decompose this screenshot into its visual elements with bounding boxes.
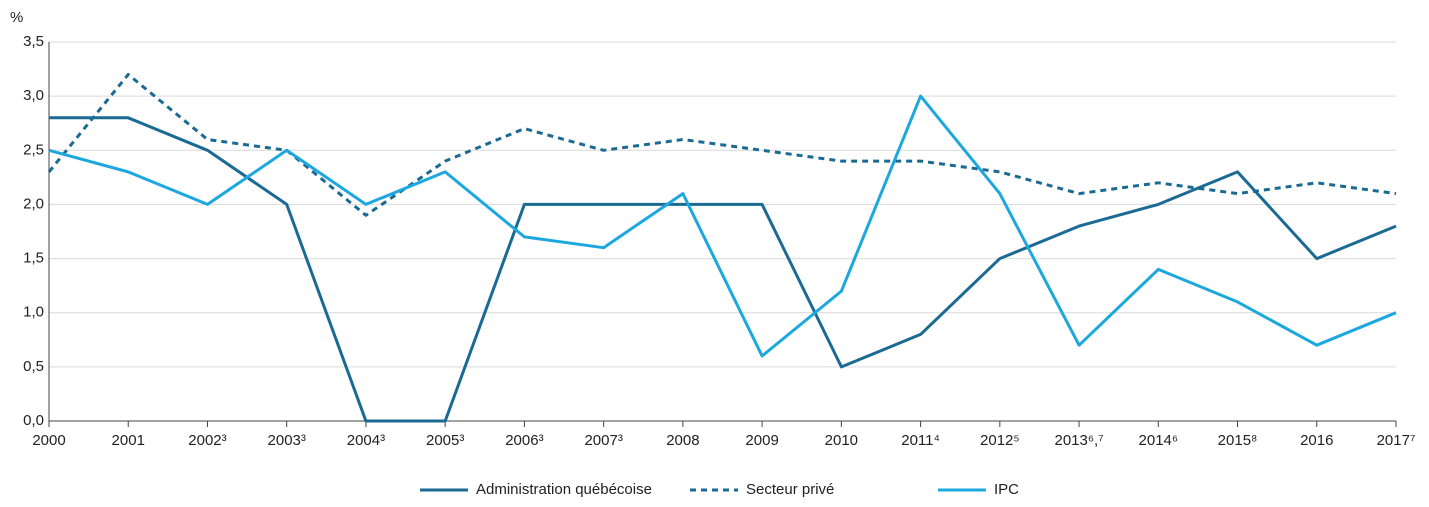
legend-label: Secteur privé [746,481,834,498]
x-tick-label: 2010 [825,432,858,449]
legend-label: IPC [994,481,1019,498]
x-tick-label: 2007³ [584,432,622,449]
line-series [49,116,1397,423]
x-tick-label: 2002³ [188,432,226,449]
y-tick-label: 1,0 [23,304,44,321]
x-tick-label: 2011⁴ [901,432,940,449]
y-tick-label: 3,5 [23,33,44,50]
y-tick-label: 3,0 [23,87,44,104]
x-tick-label: 2000 [32,432,65,449]
x-tick-label: 2005³ [426,432,464,449]
x-tick-label: 2012⁵ [980,432,1020,449]
y-tick-label: 2,0 [23,195,44,212]
y-axis-label: % [10,9,23,26]
x-tick-label: 2013⁶,⁷ [1054,432,1103,449]
y-tick-label: 1,5 [23,250,44,267]
x-tick-label: 2017⁷ [1377,432,1416,449]
x-tick-label: 2004³ [347,432,385,449]
line-series [47,73,1397,217]
y-tick-label: 2,5 [23,141,44,158]
y-tick-label: 0,0 [23,412,44,429]
x-tick-label: 2009 [745,432,778,449]
x-tick-label: 2006³ [505,432,543,449]
x-tick-label: 2015⁸ [1218,432,1258,449]
y-tick-label: 0,5 [23,358,44,375]
x-tick-label: 2003³ [268,432,306,449]
legend-label: Administration québécoise [476,481,652,498]
x-tick-label: 2001 [112,432,145,449]
x-tick-label: 2016 [1300,432,1333,449]
x-tick-label: 2008 [666,432,699,449]
x-tick-label: 2014⁶ [1139,432,1179,449]
line-series [48,94,1397,358]
